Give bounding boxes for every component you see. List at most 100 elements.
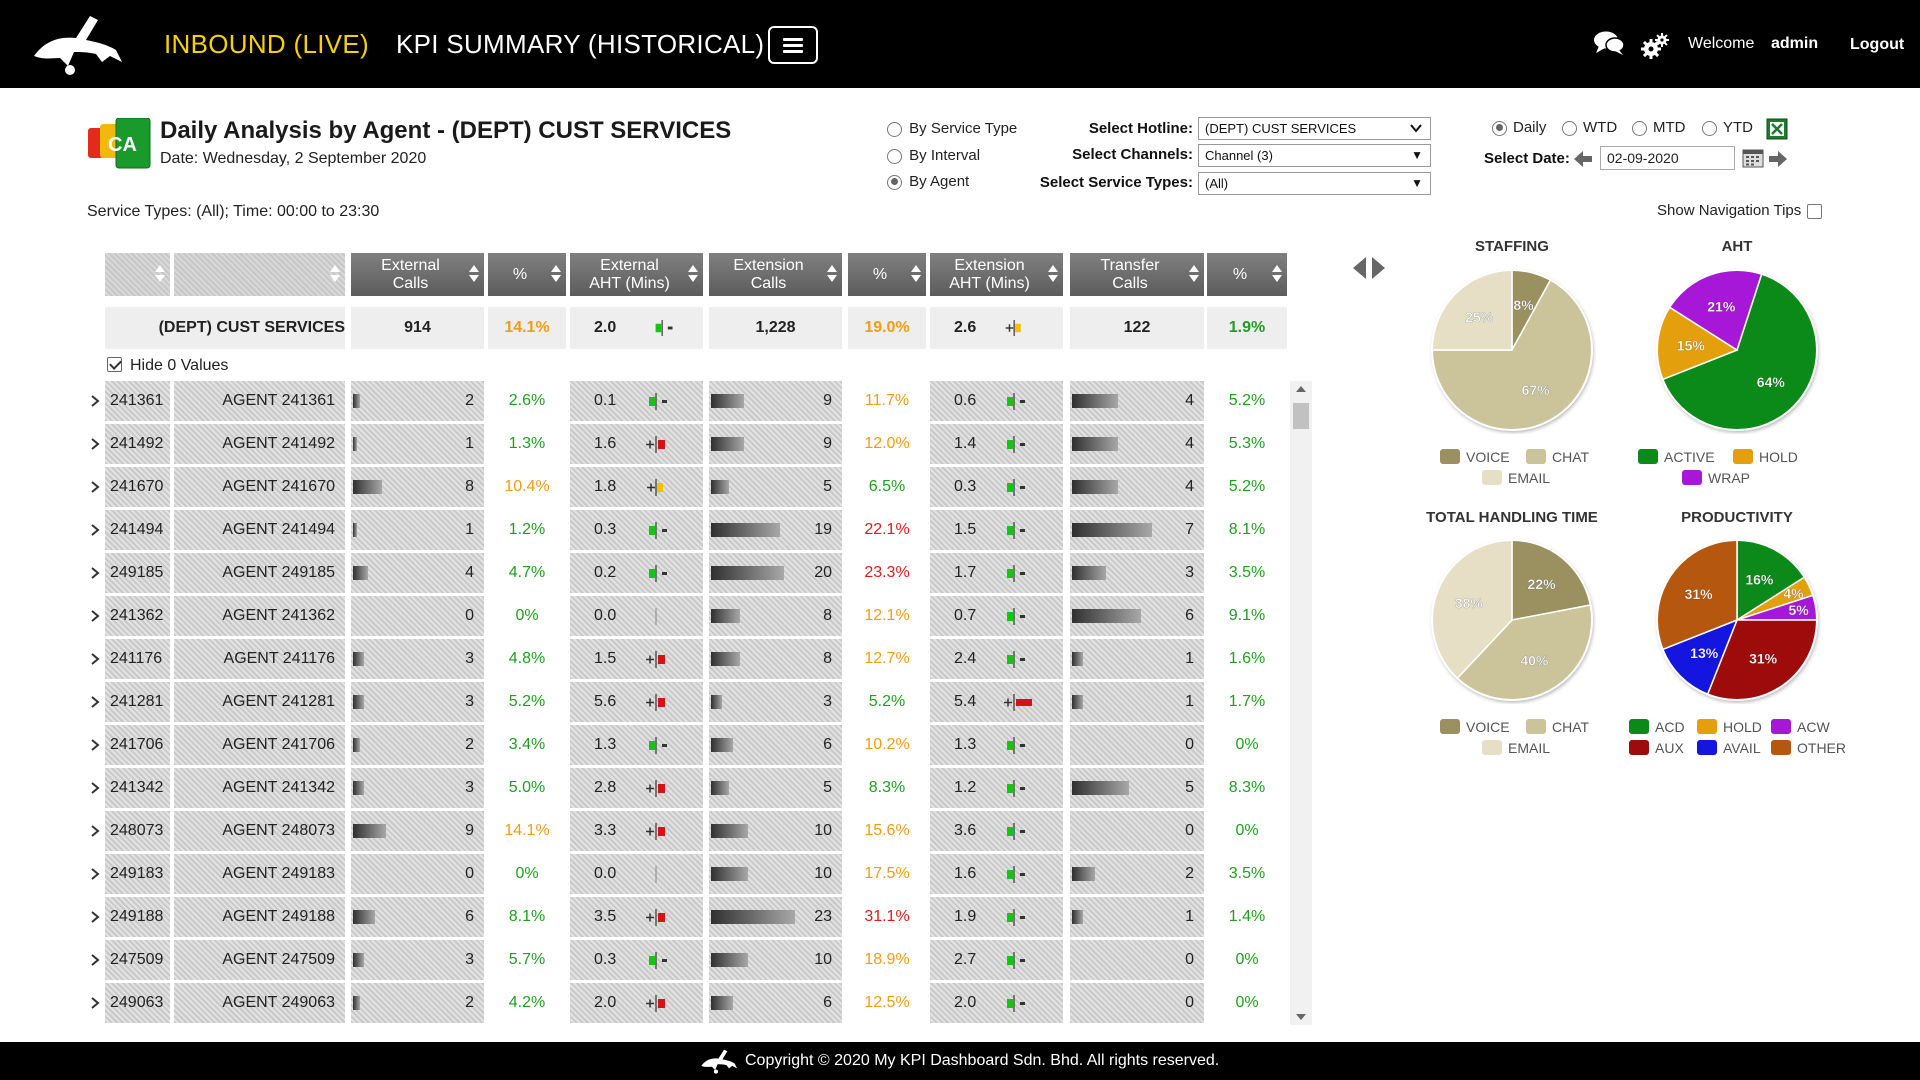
sort-header-transfer-pct[interactable]: %: [1207, 253, 1287, 296]
service-types-select[interactable]: (All) ▼: [1198, 172, 1431, 195]
expand-row-chevron-icon[interactable]: [90, 523, 100, 537]
next-date-arrow-icon[interactable]: [1768, 150, 1788, 168]
agent-name-cell[interactable]: AGENT 249063: [174, 983, 345, 1023]
expand-row-chevron-icon[interactable]: [90, 695, 100, 709]
chat-icon[interactable]: [1593, 30, 1625, 56]
agent-name-cell[interactable]: AGENT 241362: [174, 596, 345, 636]
view-by-service-type-radio[interactable]: By Service Type: [887, 120, 1017, 137]
agent-name-cell[interactable]: AGENT 248073: [174, 811, 345, 851]
agent-id-cell[interactable]: 241494: [105, 510, 170, 550]
agent-name-cell[interactable]: AGENT 241494: [174, 510, 345, 550]
expand-row-chevron-icon[interactable]: [90, 867, 100, 881]
collapse-expand-arrows-icon[interactable]: [1350, 255, 1388, 281]
radio-circle-selected[interactable]: [887, 174, 902, 190]
agent-id-cell[interactable]: 241492: [105, 424, 170, 464]
agent-id-cell[interactable]: 241281: [105, 682, 170, 722]
expand-row-chevron-icon[interactable]: [90, 437, 100, 451]
settings-gear-icon[interactable]: [1640, 32, 1670, 60]
view-by-interval-radio[interactable]: By Interval: [887, 147, 980, 164]
expand-row-chevron-icon[interactable]: [90, 996, 100, 1010]
agent-name-cell[interactable]: AGENT 249185: [174, 553, 345, 593]
sort-header-transfer-calls[interactable]: Transfer Calls: [1070, 253, 1204, 296]
sort-header-extension-pct[interactable]: %: [848, 253, 926, 296]
hotline-select[interactable]: (DEPT) CUST SERVICES: [1198, 117, 1431, 140]
agent-name-cell[interactable]: AGENT 247509: [174, 940, 345, 980]
agent-name-cell[interactable]: AGENT 241342: [174, 768, 345, 808]
agent-name-cell[interactable]: AGENT 241176: [174, 639, 345, 679]
company-logo[interactable]: [30, 12, 125, 76]
agent-id-cell[interactable]: 241176: [105, 639, 170, 679]
sort-header-external-aht[interactable]: External AHT (Mins): [570, 253, 703, 296]
table-row[interactable]: 241670 AGENT 241670 8 10.4% 1.8 5 6.5% 0.3 4 5.2%: [90, 467, 1290, 510]
expand-row-chevron-icon[interactable]: [90, 480, 100, 494]
agent-name-cell[interactable]: AGENT 241492: [174, 424, 345, 464]
period-ytd-radio[interactable]: YTD: [1702, 119, 1753, 136]
view-by-agent-radio[interactable]: By Agent: [887, 173, 969, 190]
agent-id-cell[interactable]: 249185: [105, 553, 170, 593]
agent-id-cell[interactable]: 249063: [105, 983, 170, 1023]
total-row-name[interactable]: (DEPT) CUST SERVICES: [105, 307, 345, 349]
previous-date-arrow-icon[interactable]: [1573, 150, 1593, 168]
agent-id-cell[interactable]: 241342: [105, 768, 170, 808]
scroll-thumb[interactable]: [1293, 403, 1309, 429]
agent-name-cell[interactable]: AGENT 241706: [174, 725, 345, 765]
expand-row-chevron-icon[interactable]: [90, 781, 100, 795]
hamburger-menu-button[interactable]: [768, 26, 818, 64]
table-row[interactable]: 249185 AGENT 249185 4 4.7% 0.2 20 23.3% 1.7 3 3.5…: [90, 553, 1290, 596]
sort-header-external-calls[interactable]: External Calls: [351, 253, 484, 296]
table-row[interactable]: 241362 AGENT 241362 0 0% 0.0 8 12.1% 0.7 6 9.1%: [90, 596, 1290, 639]
sort-header-external-pct[interactable]: %: [488, 253, 566, 296]
agent-id-cell[interactable]: 241670: [105, 467, 170, 507]
radio-circle[interactable]: [1702, 120, 1717, 136]
agent-name-cell[interactable]: AGENT 241281: [174, 682, 345, 722]
nav-inbound-live-link[interactable]: INBOUND (LIVE): [164, 29, 370, 59]
sort-header-extension-aht[interactable]: Extension AHT (Mins): [930, 253, 1063, 296]
expand-row-chevron-icon[interactable]: [90, 566, 100, 580]
radio-circle[interactable]: [1632, 120, 1647, 136]
radio-circle-selected[interactable]: [1492, 120, 1507, 136]
show-navigation-tips-toggle[interactable]: Show Navigation Tips: [1657, 202, 1823, 219]
radio-circle[interactable]: [887, 121, 902, 137]
period-wtd-radio[interactable]: WTD: [1562, 119, 1617, 136]
table-row[interactable]: 249063 AGENT 249063 2 4.2% 2.0 6 12.5% 2.0 0 0%: [90, 983, 1290, 1026]
logout-link[interactable]: Logout: [1850, 36, 1905, 53]
agent-name-cell[interactable]: AGENT 241361: [174, 381, 345, 421]
agent-id-cell[interactable]: 249188: [105, 897, 170, 937]
agent-id-cell[interactable]: 241361: [105, 381, 170, 421]
hide-zero-values-checkbox[interactable]: Hide 0 Values: [107, 357, 228, 375]
date-input[interactable]: 02-09-2020: [1600, 146, 1735, 170]
table-row[interactable]: 248073 AGENT 248073 9 14.1% 3.3 10 15.6% 3.6 0 0%: [90, 811, 1290, 854]
table-row[interactable]: 241492 AGENT 241492 1 1.3% 1.6 9 12.0% 1.4 4 5.3%: [90, 424, 1290, 467]
scroll-down-arrow-icon[interactable]: [1296, 1014, 1306, 1020]
expand-row-chevron-icon[interactable]: [90, 824, 100, 838]
table-row[interactable]: 247509 AGENT 247509 3 5.7% 0.3 10 18.9% 2.7 0 0%: [90, 940, 1290, 983]
checkbox-checked-icon[interactable]: [107, 357, 122, 372]
expand-row-chevron-icon[interactable]: [90, 609, 100, 623]
agent-id-cell[interactable]: 241706: [105, 725, 170, 765]
radio-circle[interactable]: [1562, 120, 1577, 136]
expand-row-chevron-icon[interactable]: [90, 652, 100, 666]
table-row[interactable]: 241176 AGENT 241176 3 4.8% 1.5 8 12.7% 2.4 1 1.6%: [90, 639, 1290, 682]
excel-export-icon[interactable]: [1766, 118, 1788, 140]
agent-name-cell[interactable]: AGENT 249188: [174, 897, 345, 937]
agent-id-cell[interactable]: 248073: [105, 811, 170, 851]
expand-row-chevron-icon[interactable]: [90, 738, 100, 752]
channels-select[interactable]: Channel (3) ▼: [1198, 144, 1431, 167]
sort-header-agent-name[interactable]: [174, 253, 345, 296]
scroll-up-arrow-icon[interactable]: [1296, 386, 1306, 392]
radio-circle[interactable]: [887, 148, 902, 164]
table-scrollbar[interactable]: [1290, 381, 1312, 1025]
agent-id-cell[interactable]: 247509: [105, 940, 170, 980]
expand-row-chevron-icon[interactable]: [90, 953, 100, 967]
table-row[interactable]: 249188 AGENT 249188 6 8.1% 3.5 23 31.1% 1.9 1 1.4…: [90, 897, 1290, 940]
agent-id-cell[interactable]: 249183: [105, 854, 170, 894]
agent-name-cell[interactable]: AGENT 241670: [174, 467, 345, 507]
sort-header-agent-id[interactable]: [105, 253, 170, 296]
expand-row-chevron-icon[interactable]: [90, 394, 100, 408]
nav-kpi-summary-link[interactable]: KPI SUMMARY (HISTORICAL): [396, 29, 765, 59]
navigation-tips-checkbox[interactable]: [1807, 203, 1823, 219]
table-row[interactable]: 249183 AGENT 249183 0 0% 0.0 10 17.5% 1.6 2 3.5%: [90, 854, 1290, 897]
agent-name-cell[interactable]: AGENT 249183: [174, 854, 345, 894]
table-row[interactable]: 241281 AGENT 241281 3 5.2% 5.6 3 5.2% 5.4 1 1.7%: [90, 682, 1290, 725]
calendar-icon[interactable]: [1742, 148, 1764, 168]
